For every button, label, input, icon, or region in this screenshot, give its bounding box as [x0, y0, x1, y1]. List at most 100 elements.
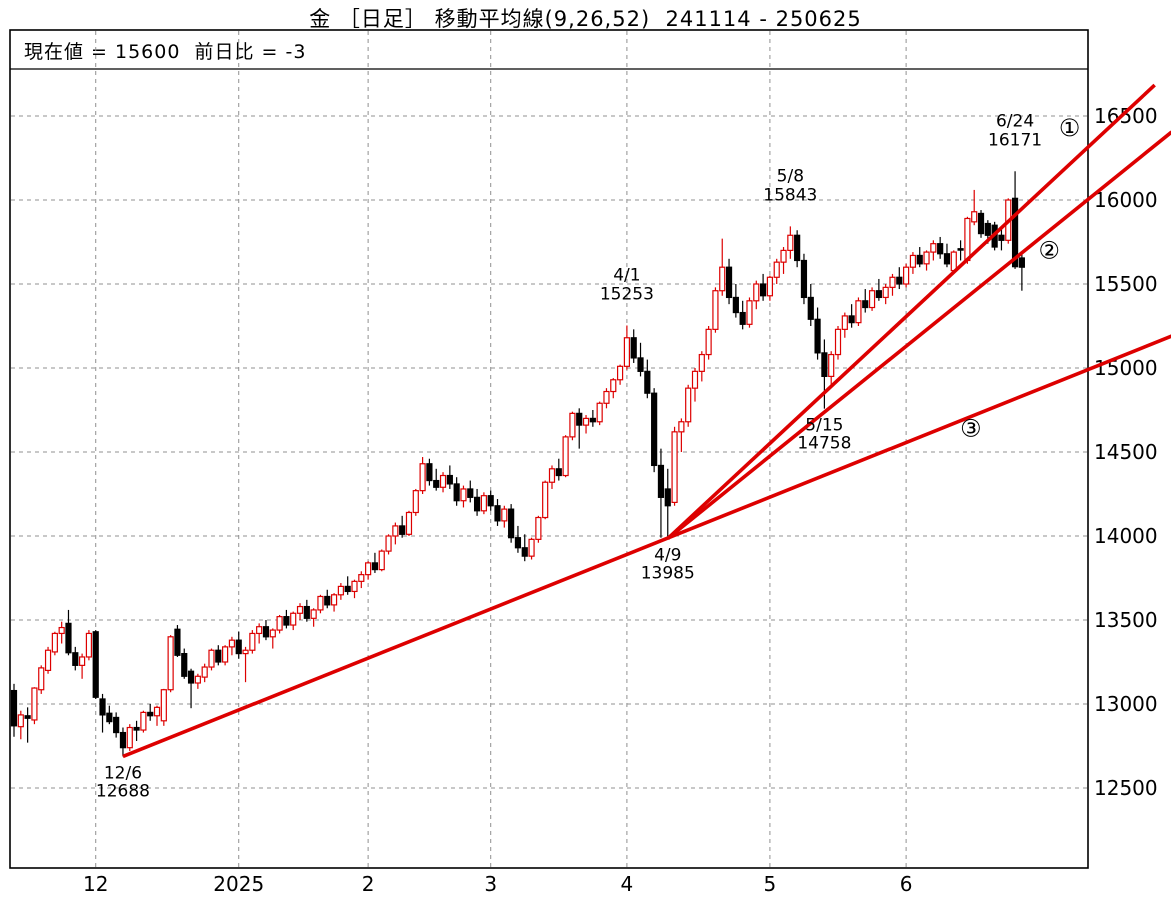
candle-body-down: [508, 508, 515, 539]
candle-body-up: [623, 337, 631, 367]
trendline-①: [666, 83, 1156, 540]
candle-body-up: [501, 508, 508, 522]
candle-body-up: [269, 629, 276, 638]
candle-body-up: [385, 535, 392, 552]
candle-body-down: [998, 234, 1005, 241]
candle-body-up: [351, 580, 358, 593]
candle-body-up: [548, 468, 556, 483]
swing-date-label: 4/9: [654, 546, 681, 566]
candle-body-down: [283, 616, 290, 626]
candle-body-up: [930, 243, 937, 253]
candle-body-up: [208, 649, 215, 668]
plot-frame: [9, 29, 1089, 869]
candle-body-up: [964, 217, 971, 262]
candle-body-down: [807, 296, 814, 320]
frame-layer: [9, 29, 1089, 869]
candle-body-up: [412, 490, 419, 514]
candle-body-down: [555, 468, 562, 477]
candle-body-up: [31, 687, 38, 721]
candle-body-down: [657, 464, 665, 498]
candle-body-up: [392, 525, 399, 537]
swing-price-label: 12688: [96, 781, 150, 801]
x-axis-label: 2: [362, 872, 375, 896]
candle-body-down: [215, 649, 222, 663]
candle-body-down: [957, 248, 964, 251]
candle-body-down: [589, 417, 596, 423]
candle-body-up: [603, 390, 610, 404]
candle-body-down: [651, 392, 658, 467]
candle-body-down: [147, 711, 154, 717]
candle-body-down: [725, 266, 733, 299]
y-axis-label: 16500: [1094, 104, 1158, 128]
candle-body-up: [616, 365, 624, 381]
candle-body-down: [24, 715, 31, 719]
x-axis-label: 5: [764, 872, 777, 896]
candle-body-up: [610, 379, 617, 393]
y-axis-label: 16000: [1094, 188, 1158, 212]
grid-layer: 16500 16000 15500 15000 14500 14000 13500 13000…: [11, 31, 1158, 896]
trendline-number-label: ③: [960, 414, 982, 442]
candle-body-up: [358, 574, 365, 582]
candle-body-up: [78, 656, 86, 666]
candle-body-down: [739, 311, 746, 325]
candle-body-down: [433, 479, 440, 488]
swing-price-label: 15253: [600, 284, 654, 304]
y-axis-label: 15500: [1094, 272, 1158, 296]
x-axis-label: 4: [621, 872, 634, 896]
trendline-③: [122, 334, 1171, 759]
candle-body-down: [72, 652, 79, 666]
candle-body-down: [494, 505, 501, 522]
candle-body-up: [85, 632, 93, 658]
y-axis-label: 13000: [1094, 692, 1158, 716]
trendlines-layer: [122, 83, 1171, 759]
x-axis-label: 6: [900, 872, 913, 896]
candle-body-down: [174, 628, 181, 656]
candle-body-down: [794, 234, 801, 262]
candle-body-down: [113, 716, 120, 734]
candle-body-down: [65, 622, 72, 654]
candle-body-up: [480, 495, 487, 512]
candle-body-up: [903, 266, 910, 285]
candle-body-down: [487, 495, 494, 507]
candle-body-up: [671, 431, 678, 503]
candle-body-down: [576, 412, 583, 426]
candle-body-up: [194, 675, 201, 684]
candle-body-up: [596, 402, 603, 423]
candle-body-up: [542, 481, 549, 519]
candle-body-down: [235, 639, 242, 655]
candle-body-up: [167, 636, 174, 691]
candle-body-up: [828, 353, 835, 377]
trendline-number-label: ①: [1059, 114, 1081, 142]
candle-body-up: [691, 370, 699, 389]
candle-body-down: [324, 595, 331, 606]
candle-body-up: [685, 387, 692, 423]
candle-body-up: [950, 251, 957, 272]
candle-body-up: [38, 667, 45, 691]
candle-body-down: [303, 605, 310, 619]
candle-body-down: [637, 357, 644, 372]
swing-date-label: 6/24: [996, 111, 1034, 131]
candle-body-up: [58, 626, 65, 635]
candle-body-down: [92, 631, 99, 698]
swing-date-label: 12/6: [104, 763, 142, 783]
candle-body-down: [1011, 197, 1019, 268]
swing-date-label: 5/15: [805, 416, 843, 436]
candle-body-up: [290, 612, 297, 626]
candle-body-down: [875, 290, 882, 299]
candle-body-up: [746, 300, 753, 325]
candle-body-down: [916, 254, 923, 265]
candle-body-down: [473, 496, 481, 512]
swing-date-label: 4/1: [613, 265, 640, 285]
candle-body-up: [310, 609, 317, 619]
candle-body-up: [242, 649, 249, 655]
candle-body-up: [678, 421, 685, 433]
candle-body-down: [1018, 257, 1025, 268]
candle-body-up: [51, 632, 58, 653]
candle-body-up: [868, 290, 876, 309]
candle-body-up: [365, 562, 372, 576]
candle-body-up: [841, 315, 848, 330]
candle-body-up: [419, 463, 426, 492]
candle-body-up: [698, 353, 705, 372]
